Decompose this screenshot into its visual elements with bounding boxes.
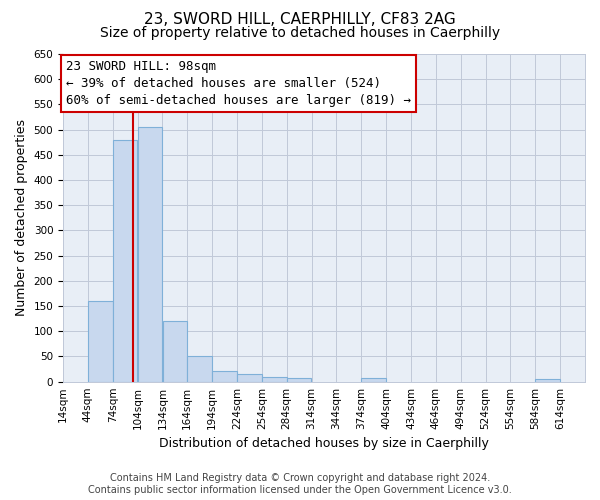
Bar	[113, 140, 137, 382]
Bar	[287, 378, 311, 382]
Bar	[163, 321, 187, 382]
Y-axis label: Number of detached properties: Number of detached properties	[15, 120, 28, 316]
Text: Size of property relative to detached houses in Caerphilly: Size of property relative to detached ho…	[100, 26, 500, 40]
Bar	[88, 301, 113, 382]
X-axis label: Distribution of detached houses by size in Caerphilly: Distribution of detached houses by size …	[159, 437, 489, 450]
Bar	[535, 379, 560, 382]
Bar	[262, 376, 287, 382]
Text: 23, SWORD HILL, CAERPHILLY, CF83 2AG: 23, SWORD HILL, CAERPHILLY, CF83 2AG	[144, 12, 456, 28]
Bar	[237, 374, 262, 382]
Bar	[361, 378, 386, 382]
Bar	[187, 356, 212, 382]
Bar	[138, 127, 163, 382]
Text: Contains HM Land Registry data © Crown copyright and database right 2024.
Contai: Contains HM Land Registry data © Crown c…	[88, 474, 512, 495]
Bar	[212, 370, 237, 382]
Text: 23 SWORD HILL: 98sqm
← 39% of detached houses are smaller (524)
60% of semi-deta: 23 SWORD HILL: 98sqm ← 39% of detached h…	[67, 60, 412, 107]
